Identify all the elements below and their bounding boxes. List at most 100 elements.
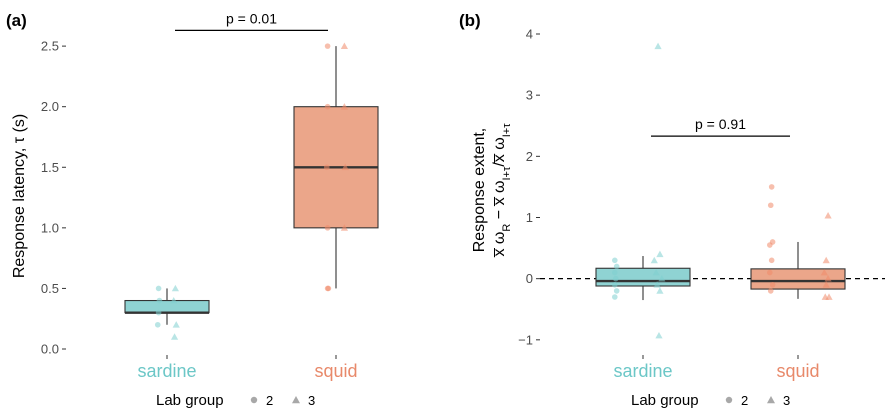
y-tick-label: 2.5 xyxy=(41,39,59,54)
panel-a: (a) Response latency, τ (s) 0.0 0.5 1.0 1.5… xyxy=(6,10,379,381)
legend-triangle-key xyxy=(767,396,775,404)
panel-b-points xyxy=(612,42,833,339)
point-triangle xyxy=(171,284,179,292)
panel-b: (b) Response extent, x̅ ωR − x̅ ωI+τ/x̅ … xyxy=(459,11,885,381)
point-circle xyxy=(767,288,774,294)
point-triangle xyxy=(824,212,832,219)
ylabel-part-1: x̅ ω xyxy=(491,232,508,258)
panel-a-points xyxy=(154,42,349,340)
y-tick-label: 1.5 xyxy=(41,160,59,175)
y-tick-label: 3 xyxy=(526,88,533,103)
point-triangle xyxy=(653,281,661,288)
p-value-label: p = 0.91 xyxy=(695,116,746,132)
x-tick-label-sardine: sardine xyxy=(137,361,196,381)
point-triangle xyxy=(820,268,828,276)
point-triangle xyxy=(658,275,666,282)
point-triangle xyxy=(821,293,829,300)
point-circle xyxy=(324,225,331,231)
panel-a-annotations: p = 0.01 xyxy=(175,10,328,32)
panel-b-label: (b) xyxy=(459,11,481,30)
legend-item-label: 2 xyxy=(266,393,273,408)
y-tick-label: 0.0 xyxy=(41,342,59,357)
point-circle xyxy=(155,285,162,292)
panel-b-annotations: p = 0.91 xyxy=(651,116,790,137)
point-circle xyxy=(324,43,331,49)
point-circle xyxy=(767,202,774,209)
box-squid xyxy=(750,268,846,290)
point-circle xyxy=(612,275,619,282)
y-tick-label: 2 xyxy=(526,149,533,164)
legend-item-label: 3 xyxy=(308,393,315,408)
point-circle xyxy=(612,269,618,276)
x-tick-label-squid: squid xyxy=(314,361,357,381)
legend-title: Lab group xyxy=(631,392,699,409)
panel-b-y-axis-title-line1: Response extent, xyxy=(471,128,488,253)
legend-circle-key xyxy=(250,396,258,404)
point-triangle xyxy=(652,268,660,276)
point-triangle xyxy=(170,333,179,340)
panel-a-x-axis: sardine squid xyxy=(137,355,358,381)
point-circle xyxy=(768,184,775,190)
point-circle xyxy=(769,281,776,288)
point-triangle xyxy=(172,321,180,328)
p-value-label: p = 0.01 xyxy=(226,10,277,26)
point-circle xyxy=(154,321,161,328)
point-circle xyxy=(612,294,618,300)
point-triangle xyxy=(340,224,348,231)
panel-b-y-axis: −1 0 1 2 3 4 xyxy=(518,27,540,347)
panel-a-label: (a) xyxy=(6,11,27,30)
legend-a: Lab group 2 3 xyxy=(156,392,315,409)
point-triangle xyxy=(340,42,348,49)
legend-circle-key xyxy=(725,396,733,404)
legend-item-label: 2 xyxy=(741,393,748,408)
point-triangle xyxy=(650,256,658,264)
point-circle xyxy=(612,281,618,288)
point-triangle xyxy=(654,42,662,50)
point-circle xyxy=(767,242,773,248)
point-circle xyxy=(155,309,162,316)
panel-a-boxes xyxy=(124,46,379,325)
point-circle xyxy=(323,164,330,171)
point-circle xyxy=(767,269,773,276)
legend-b: Lab group 2 3 xyxy=(631,392,790,409)
y-tick-label: 1.0 xyxy=(41,220,59,235)
y-tick-label: 2.0 xyxy=(41,99,59,114)
point-triangle xyxy=(656,287,664,294)
y-tick-label: 4 xyxy=(526,27,533,42)
x-tick-label-squid: squid xyxy=(776,361,819,381)
point-circle xyxy=(325,285,332,292)
box-sardine xyxy=(595,267,691,287)
point-triangle xyxy=(656,250,664,258)
ylabel-part-3: /x̅ ω xyxy=(491,137,508,166)
ylabel-sub-i2: I+τ xyxy=(501,123,513,137)
panel-b-y-axis-title-line2: x̅ ωR − x̅ ωI+τ/x̅ ωI+τ xyxy=(491,123,513,258)
y-tick-label: 0.5 xyxy=(41,281,59,296)
point-circle xyxy=(612,257,618,264)
y-tick-label: 0 xyxy=(526,271,533,286)
legend-triangle-key xyxy=(292,396,300,404)
y-tick-label: −1 xyxy=(518,332,533,347)
point-triangle xyxy=(822,281,830,288)
point-triangle xyxy=(170,296,178,304)
point-triangle xyxy=(824,275,832,282)
point-circle xyxy=(768,257,775,264)
point-circle xyxy=(613,288,620,294)
y-tick-label: 1 xyxy=(526,210,533,225)
point-triangle xyxy=(822,256,830,264)
point-triangle xyxy=(340,103,348,110)
ylabel-sub-i1: I+τ xyxy=(501,166,513,180)
point-circle xyxy=(613,263,620,270)
box-sardine xyxy=(124,299,210,314)
legend-title: Lab group xyxy=(156,392,224,409)
point-circle xyxy=(324,103,331,110)
x-tick-label-sardine: sardine xyxy=(613,361,672,381)
point-triangle xyxy=(655,331,663,339)
panel-a-y-axis-title: Response latency, τ (s) xyxy=(11,114,28,278)
panel-b-x-axis: sardine squid xyxy=(613,355,820,381)
panel-b-boxes xyxy=(595,241,846,301)
ylabel-sub-r: R xyxy=(501,224,513,232)
ylabel-part-2: − x̅ ω xyxy=(491,180,508,223)
point-circle xyxy=(156,297,163,304)
